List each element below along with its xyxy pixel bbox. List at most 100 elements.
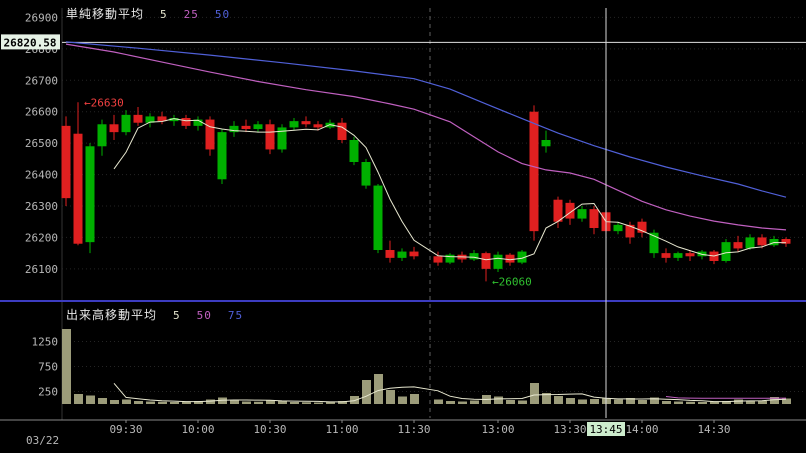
candle[interactable]: [253, 124, 263, 129]
candle[interactable]: [157, 116, 167, 122]
volume-bar[interactable]: [614, 399, 623, 405]
volume-bar[interactable]: [374, 374, 383, 404]
candle[interactable]: [613, 224, 623, 232]
volume-bar[interactable]: [362, 380, 371, 404]
candle[interactable]: [781, 239, 791, 244]
volume-bar[interactable]: [194, 401, 203, 404]
candle[interactable]: [577, 209, 587, 219]
candle[interactable]: [529, 111, 539, 232]
volume-bar[interactable]: [494, 396, 503, 405]
volume-bar[interactable]: [182, 401, 191, 405]
volume-bar[interactable]: [242, 401, 251, 405]
volume-bar[interactable]: [278, 400, 287, 405]
candle[interactable]: [745, 237, 755, 249]
volume-bar[interactable]: [350, 396, 359, 404]
candle[interactable]: [229, 125, 239, 133]
candle[interactable]: [97, 124, 107, 147]
volume-bar[interactable]: [62, 329, 71, 404]
candle[interactable]: [385, 250, 395, 258]
volume-bar[interactable]: [446, 401, 455, 404]
candle[interactable]: [481, 253, 491, 269]
volume-bar[interactable]: [434, 399, 443, 405]
candle[interactable]: [373, 185, 383, 250]
volume-bar[interactable]: [230, 400, 239, 405]
volume-bar[interactable]: [458, 401, 467, 405]
volume-bar[interactable]: [74, 394, 83, 404]
volume-bar[interactable]: [542, 393, 551, 404]
candle[interactable]: [241, 125, 251, 129]
volume-bar[interactable]: [410, 394, 419, 404]
candle[interactable]: [133, 114, 143, 123]
candle[interactable]: [301, 121, 311, 125]
candle[interactable]: [169, 118, 179, 122]
volume-bar[interactable]: [782, 398, 791, 405]
candle[interactable]: [685, 253, 695, 257]
volume-bar[interactable]: [326, 402, 335, 404]
volume-bar[interactable]: [398, 396, 407, 405]
candle[interactable]: [469, 253, 479, 260]
volume-bar[interactable]: [266, 400, 275, 404]
candle[interactable]: [565, 202, 575, 219]
volume-bar[interactable]: [710, 401, 719, 405]
candle[interactable]: [193, 119, 203, 126]
volume-bar[interactable]: [674, 401, 683, 405]
volume-bar[interactable]: [638, 400, 647, 404]
volume-bar[interactable]: [698, 402, 707, 404]
volume-bar[interactable]: [134, 401, 143, 404]
volume-bar[interactable]: [530, 383, 539, 404]
candle[interactable]: [673, 253, 683, 258]
volume-bar[interactable]: [158, 401, 167, 404]
candle[interactable]: [217, 132, 227, 180]
candle[interactable]: [349, 140, 359, 162]
candle[interactable]: [73, 133, 83, 244]
candle[interactable]: [409, 251, 419, 257]
candle[interactable]: [637, 221, 647, 233]
volume-bar[interactable]: [554, 396, 563, 404]
volume-bar[interactable]: [746, 400, 755, 405]
volume-bar[interactable]: [98, 398, 107, 404]
candle[interactable]: [493, 254, 503, 269]
candle[interactable]: [61, 125, 71, 199]
volume-bar[interactable]: [662, 401, 671, 404]
current-time-label[interactable]: 13:45: [589, 423, 622, 436]
volume-bar[interactable]: [578, 399, 587, 405]
candle[interactable]: [181, 118, 191, 126]
candle[interactable]: [313, 124, 323, 128]
candle[interactable]: [517, 251, 527, 263]
volume-bar[interactable]: [290, 402, 299, 404]
candle[interactable]: [277, 127, 287, 150]
volume-bar[interactable]: [302, 402, 311, 404]
volume-bar[interactable]: [206, 399, 215, 405]
volume-bar[interactable]: [146, 401, 155, 405]
volume-bar[interactable]: [254, 401, 263, 404]
candle[interactable]: [733, 242, 743, 249]
volume-bar[interactable]: [566, 398, 575, 404]
volume-bar[interactable]: [338, 401, 347, 404]
volume-bar[interactable]: [650, 397, 659, 405]
volume-bar[interactable]: [110, 400, 119, 404]
candle[interactable]: [661, 253, 671, 258]
candle[interactable]: [445, 254, 455, 263]
candle[interactable]: [109, 124, 119, 133]
volume-bar[interactable]: [686, 401, 695, 404]
candle[interactable]: [265, 124, 275, 150]
candle[interactable]: [505, 254, 515, 263]
candle[interactable]: [121, 114, 131, 133]
candle[interactable]: [205, 119, 215, 150]
candle[interactable]: [541, 140, 551, 147]
volume-bar[interactable]: [314, 402, 323, 405]
candle[interactable]: [337, 122, 347, 140]
candle[interactable]: [625, 224, 635, 238]
volume-bar[interactable]: [170, 402, 179, 404]
volume-bar[interactable]: [758, 401, 767, 404]
candle[interactable]: [589, 209, 599, 228]
volume-bar[interactable]: [386, 390, 395, 404]
candle[interactable]: [361, 162, 371, 186]
volume-bar[interactable]: [590, 399, 599, 404]
candle[interactable]: [553, 199, 563, 222]
volume-bar[interactable]: [734, 399, 743, 405]
volume-bar[interactable]: [518, 400, 527, 405]
volume-bar[interactable]: [626, 398, 635, 404]
candle[interactable]: [289, 121, 299, 128]
candle[interactable]: [433, 256, 443, 263]
